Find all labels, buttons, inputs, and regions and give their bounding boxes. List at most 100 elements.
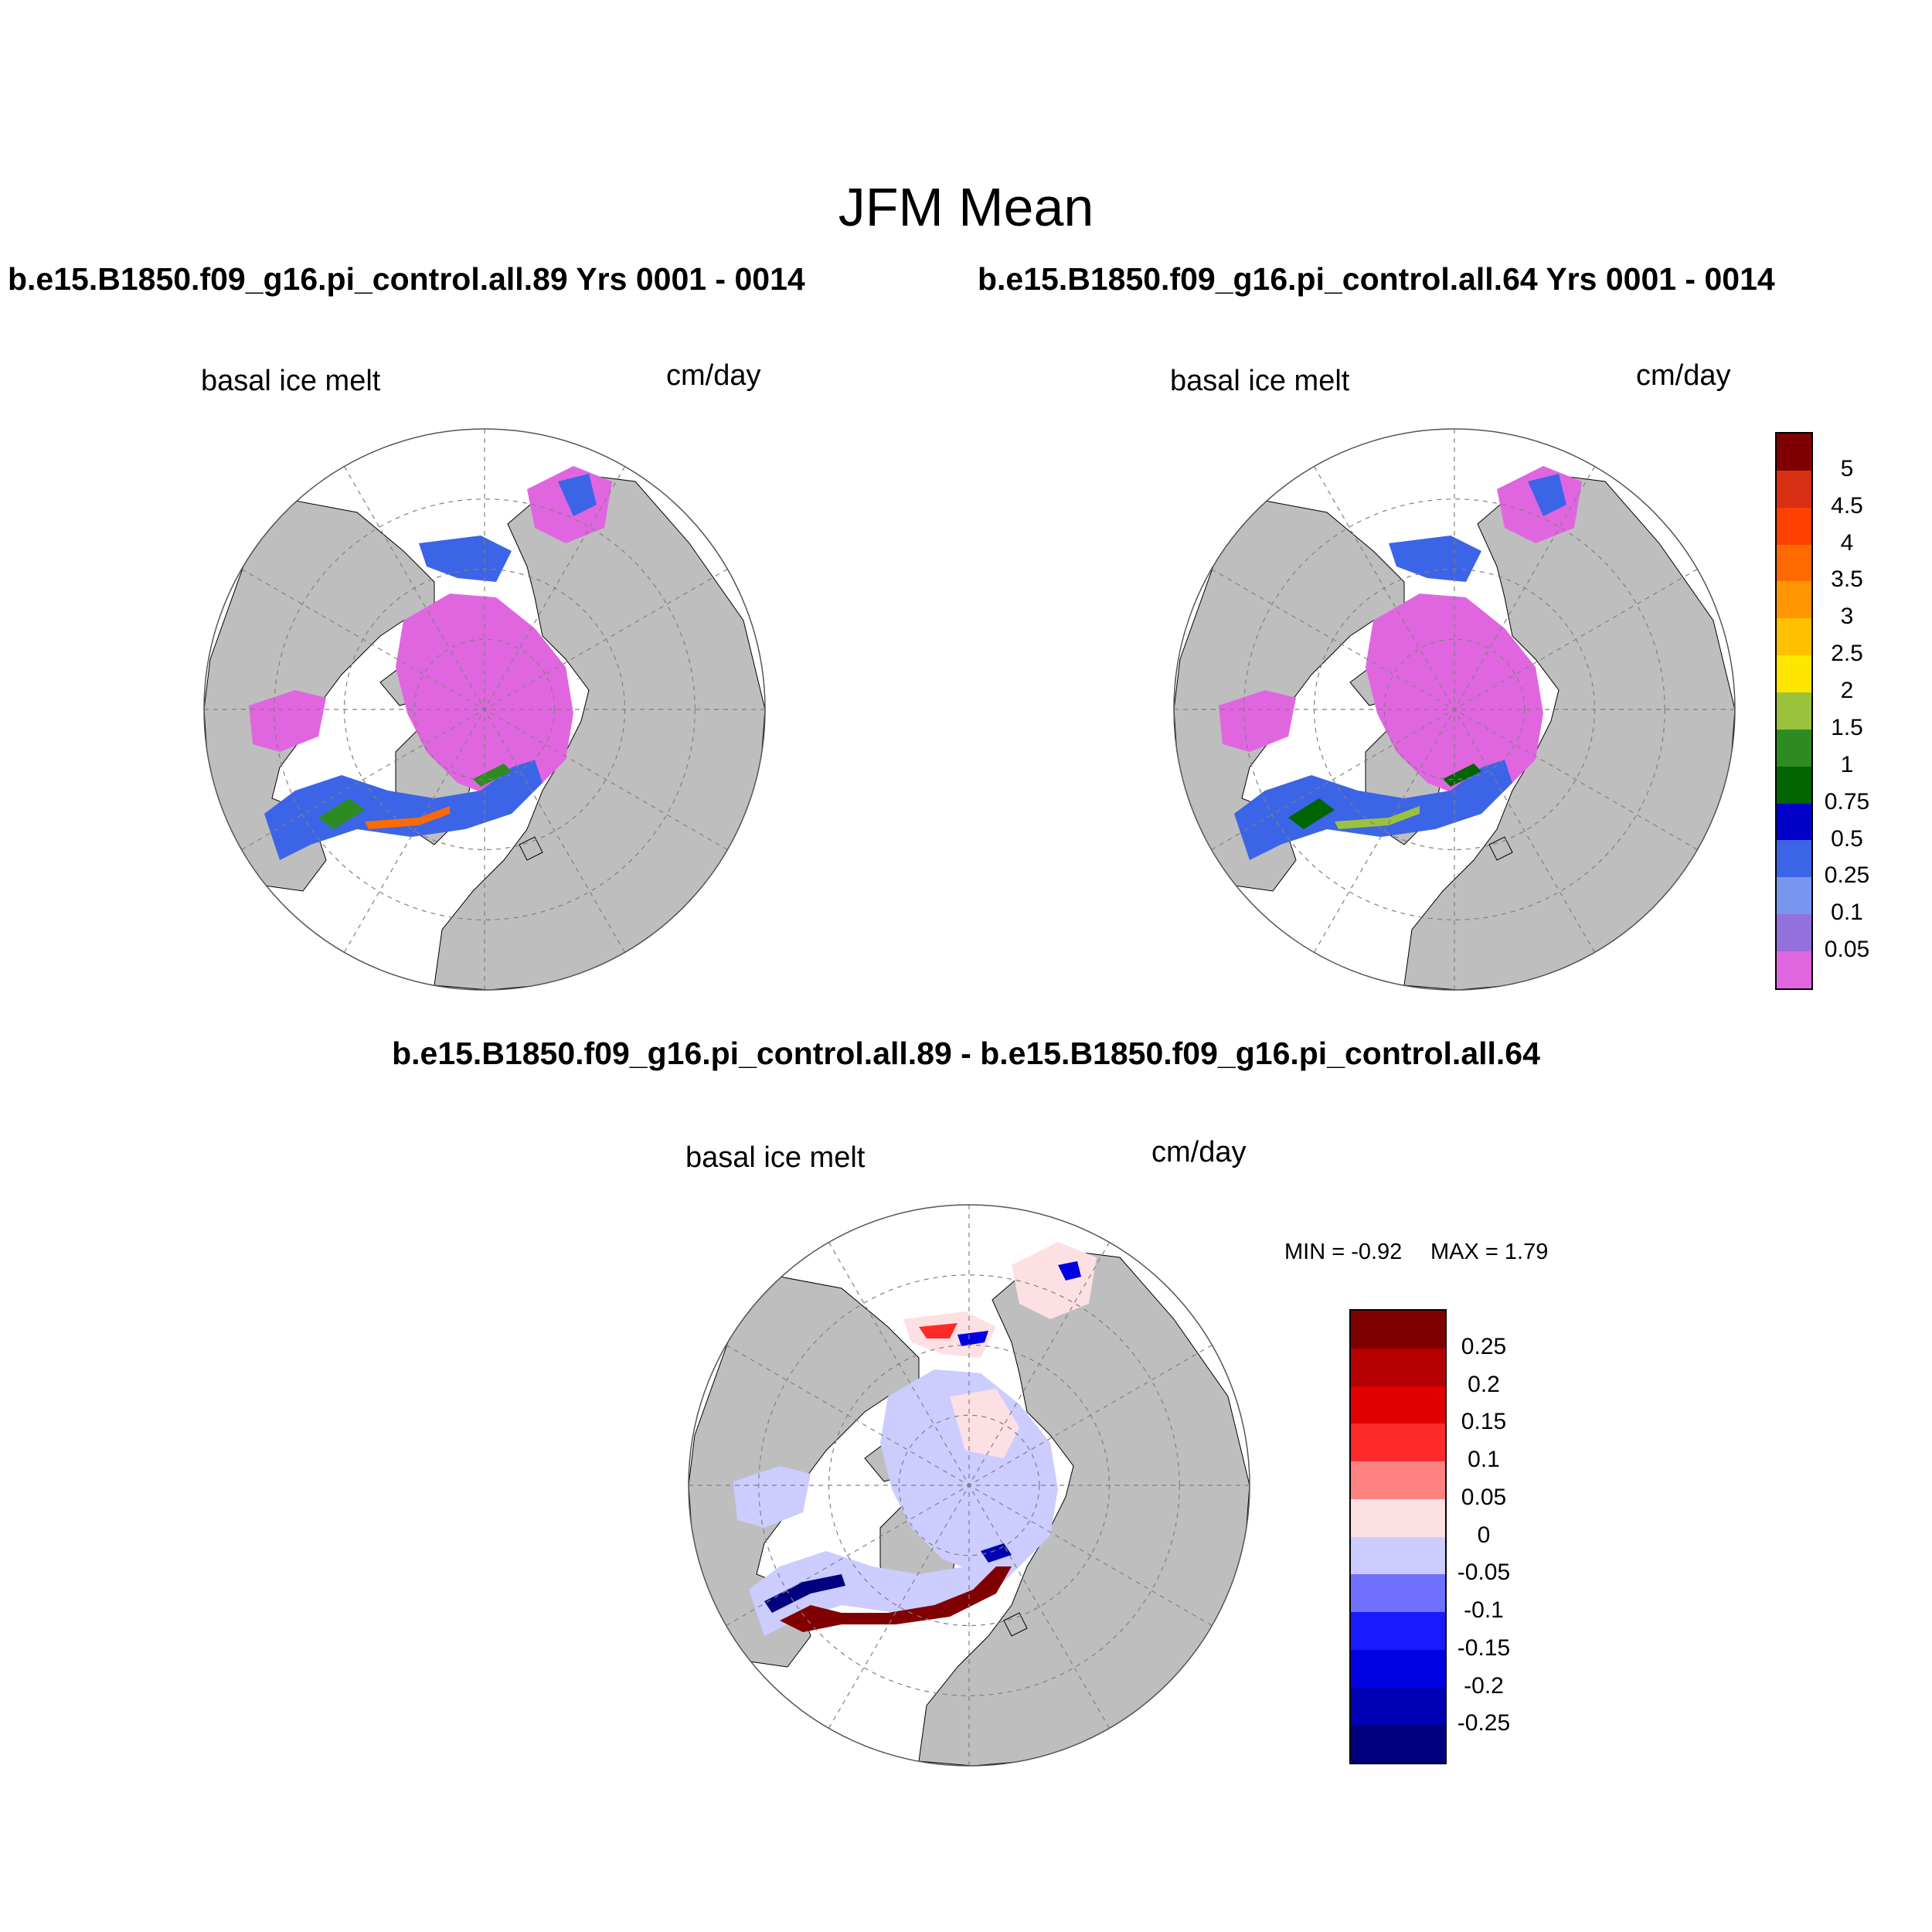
latitude-circle xyxy=(413,638,556,781)
land-mass xyxy=(519,836,543,861)
sea-ice-bering-sea xyxy=(1389,536,1481,582)
colorbar-swatch xyxy=(1351,1649,1445,1688)
colorbar-tick-label: 0.5 xyxy=(1831,825,1863,852)
colorbar-swatch xyxy=(1777,692,1811,730)
diff-okhotsk xyxy=(1012,1242,1097,1319)
right-panel-title: b.e15.B1850.f09_g16.pi_control.all.64 Yr… xyxy=(978,261,1775,297)
map-border xyxy=(688,1204,1250,1767)
colorbar-tick-label: 0 xyxy=(1477,1522,1491,1548)
colorbar-tick-label: -0.25 xyxy=(1457,1710,1511,1736)
colorbar-tick-label: 0.1 xyxy=(1468,1447,1500,1472)
sea-ice-okhotsk-core xyxy=(558,474,597,516)
main-colorbar xyxy=(1775,432,1813,990)
colorbar-swatch xyxy=(1777,914,1811,952)
colorbar-tick-label: 0.1 xyxy=(1831,900,1863,926)
latitude-circle xyxy=(758,1274,1180,1696)
colorbar-swatch xyxy=(1777,581,1811,619)
melt-core-barents xyxy=(473,764,512,787)
land-mass xyxy=(1003,1612,1028,1637)
diff-variable-label: basal ice melt xyxy=(685,1141,866,1174)
colorbar-swatch xyxy=(1351,1536,1445,1575)
sea-ice-hudson-bay xyxy=(249,690,326,752)
diff-barents-negative xyxy=(981,1543,1012,1563)
right-units-label: cm/day xyxy=(1636,359,1731,392)
right-variable-label: basal ice melt xyxy=(1170,365,1350,397)
sea-ice-central-arctic xyxy=(1366,594,1543,798)
colorbar-tick-label: 5 xyxy=(1840,455,1854,481)
figure-title: JFM Mean xyxy=(838,177,1094,237)
latitude-circle xyxy=(1383,638,1526,781)
colorbar-swatch xyxy=(1777,655,1811,693)
colorbar-swatch xyxy=(1777,507,1811,545)
colorbar-tick-label: -0.15 xyxy=(1457,1634,1511,1661)
colorbar-tick-label: 0.05 xyxy=(1824,937,1870,963)
diff-polar-map xyxy=(688,1204,1250,1767)
longitude-line xyxy=(241,568,728,851)
longitude-line xyxy=(1211,568,1698,851)
diff-panel-title: b.e15.B1850.f09_g16.pi_control.all.89 - … xyxy=(392,1036,1540,1071)
colorbar-tick-label: -0.05 xyxy=(1457,1560,1511,1586)
melt-core-labrador xyxy=(318,798,365,829)
colorbar-swatch xyxy=(1777,951,1811,988)
map-content xyxy=(204,429,765,990)
colorbar-tick-label: -0.2 xyxy=(1464,1672,1504,1699)
colorbar-swatch xyxy=(1351,1311,1445,1349)
sea-ice-okhotsk-core xyxy=(1528,474,1566,516)
colorbar-swatch xyxy=(1777,729,1811,767)
colorbar-tick-label: 0.75 xyxy=(1824,788,1870,815)
colorbar-tick-label: 0.25 xyxy=(1461,1333,1507,1359)
melt-core-labrador xyxy=(1288,798,1335,829)
diff-negative-band xyxy=(764,1574,845,1613)
diff-okhotsk-negative xyxy=(1058,1261,1081,1281)
colorbar-swatch xyxy=(1351,1687,1445,1726)
colorbar-tick-label: 4 xyxy=(1840,529,1854,556)
latitude-circle xyxy=(898,1414,1040,1556)
diff-positive-band xyxy=(780,1566,1012,1632)
map-content xyxy=(1174,429,1735,990)
colorbar-swatch xyxy=(1351,1386,1445,1424)
sea-ice-hudson-bay xyxy=(1219,690,1296,752)
left-polar-map xyxy=(203,428,766,991)
sea-ice-bering-sea xyxy=(419,536,512,582)
diff-colorbar xyxy=(1349,1309,1447,1764)
colorbar-tick-label: 1.5 xyxy=(1831,714,1863,740)
colorbar-swatch xyxy=(1777,470,1811,508)
latitude-circle xyxy=(274,498,696,920)
colorbar-swatch xyxy=(1351,1574,1445,1612)
melt-core-barents xyxy=(1443,764,1481,787)
colorbar-tick-label: 2.5 xyxy=(1831,641,1863,667)
latitude-circle xyxy=(1243,498,1665,920)
left-panel-title: b.e15.B1850.f09_g16.pi_control.all.89 Yr… xyxy=(8,261,805,297)
colorbar-tick-label: 2 xyxy=(1840,678,1854,704)
right-polar-map xyxy=(1173,428,1736,991)
colorbar-swatch xyxy=(1351,1423,1445,1461)
colorbar-tick-label: -0.1 xyxy=(1464,1597,1504,1623)
colorbar-tick-label: 0.2 xyxy=(1468,1371,1500,1397)
colorbar-swatch xyxy=(1351,1725,1445,1763)
longitude-line xyxy=(726,1344,1213,1627)
colorbar-swatch xyxy=(1777,877,1811,915)
map-border xyxy=(203,428,766,991)
colorbar-swatch xyxy=(1777,618,1811,656)
colorbar-tick-label: 4.5 xyxy=(1831,492,1863,519)
diff-bering-negative xyxy=(957,1331,988,1346)
left-units-label: cm/day xyxy=(666,359,761,392)
colorbar-swatch xyxy=(1777,766,1811,804)
colorbar-swatch xyxy=(1351,1461,1445,1499)
melt-core-greenland-sea xyxy=(1335,806,1420,829)
colorbar-swatch xyxy=(1777,840,1811,878)
colorbar-tick-label: 0.05 xyxy=(1461,1484,1507,1510)
colorbar-tick-label: 0.15 xyxy=(1461,1409,1507,1435)
colorbar-swatch xyxy=(1777,803,1811,841)
map-content xyxy=(689,1205,1250,1766)
diff-max-label: MAX = 1.79 xyxy=(1430,1240,1549,1264)
map-border xyxy=(1173,428,1736,991)
diff-hudson-bay xyxy=(733,1466,811,1528)
sea-ice-central-arctic xyxy=(396,594,573,798)
diff-units-label: cm/day xyxy=(1151,1136,1247,1168)
diff-bering-positive xyxy=(919,1323,957,1338)
diff-positive-patch xyxy=(950,1389,1019,1458)
colorbar-swatch xyxy=(1777,434,1811,471)
left-variable-label: basal ice melt xyxy=(201,365,381,397)
land-mass xyxy=(1488,836,1513,861)
